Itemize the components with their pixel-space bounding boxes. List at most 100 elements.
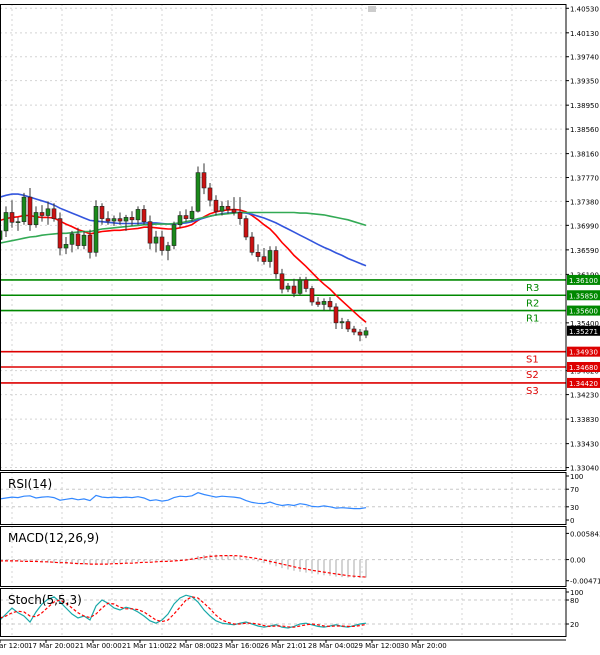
indicator-panels: RSI(14) 100 70 30 0 MACD(12,26,9) 0.005843 0.00… bbox=[0, 473, 600, 629]
indicator-line-3-1 bbox=[0, 594, 367, 629]
level-price-box bbox=[567, 290, 600, 301]
time-tick-label: 29 Mar 12:00 bbox=[354, 642, 401, 650]
candle-body bbox=[321, 301, 327, 305]
indicator-tick-label: 30 bbox=[570, 504, 579, 512]
candle-body bbox=[159, 236, 165, 251]
price-tick-label: 1.38160 bbox=[570, 151, 599, 159]
candle-body bbox=[351, 328, 357, 333]
candle-body bbox=[225, 206, 231, 210]
candle-body bbox=[291, 285, 297, 294]
level-price-label: 1.34680 bbox=[569, 364, 598, 372]
indicator-title: Stoch(5,5,3) bbox=[8, 593, 82, 607]
candle-body bbox=[153, 236, 159, 244]
candle-body bbox=[195, 172, 201, 212]
indicator-line-1-1 bbox=[0, 492, 367, 510]
level-name-s2: S2 bbox=[526, 370, 539, 381]
indicator-tick-label: 100 bbox=[570, 473, 583, 481]
indicator-panel-frame bbox=[0, 472, 567, 525]
candle-body bbox=[3, 212, 9, 232]
time-tick-label: 17 Mar 12:00 bbox=[0, 642, 29, 650]
level-name-r2: R2 bbox=[526, 298, 539, 309]
level-name-s3: S3 bbox=[526, 386, 539, 397]
candle-body bbox=[249, 236, 255, 253]
indicator-tick-label: 100 bbox=[570, 589, 583, 597]
candle-body bbox=[93, 206, 99, 253]
candle-body bbox=[339, 321, 345, 324]
candle-body bbox=[135, 209, 141, 221]
level-price-box bbox=[567, 274, 600, 285]
price-axis: 1.40530 1.40130 1.39740 1.39350 1.38950 1.385… bbox=[566, 5, 600, 473]
candle-body bbox=[45, 208, 51, 216]
candle-body bbox=[333, 306, 339, 324]
candle-body bbox=[189, 210, 195, 219]
time-tick-label: 28 Mar 04:00 bbox=[308, 642, 355, 650]
level-price-box bbox=[567, 361, 600, 372]
pivot-levels: R3 R2 R1 S1 S2 S3 bbox=[0, 279, 566, 397]
candle-body bbox=[171, 224, 177, 246]
level-price-label: 1.36100 bbox=[569, 277, 598, 285]
candle-body bbox=[111, 218, 117, 222]
current-price-label: 1.35271 bbox=[569, 328, 598, 336]
time-tick-label: 21 Mar 11:00 bbox=[122, 642, 169, 650]
level-price-label: 1.35600 bbox=[569, 308, 598, 316]
candle-body bbox=[363, 330, 369, 336]
candle-body bbox=[15, 221, 21, 223]
candle-body bbox=[297, 279, 303, 294]
level-price-box bbox=[567, 377, 600, 388]
candle-body bbox=[99, 206, 105, 219]
candle-body bbox=[87, 234, 93, 253]
candle-body bbox=[147, 221, 153, 244]
price-tick-label: 1.33040 bbox=[570, 465, 599, 473]
candle-body bbox=[219, 206, 225, 212]
time-tick-label: 17 Mar 20:00 bbox=[28, 642, 75, 650]
candle-body bbox=[261, 256, 267, 262]
price-tick-label: 1.36990 bbox=[570, 222, 599, 230]
candle-body bbox=[279, 273, 285, 290]
time-tick-label: 21 Mar 00:00 bbox=[75, 642, 122, 650]
candle-body bbox=[327, 301, 333, 308]
price-tick-label: 1.38560 bbox=[570, 126, 599, 134]
scroll-marker bbox=[368, 6, 376, 12]
panel-frames bbox=[0, 4, 567, 641]
candle-body bbox=[51, 208, 57, 219]
moving-average-2 bbox=[0, 193, 367, 267]
indicator-tick-label: 0.005843 bbox=[570, 530, 600, 538]
level-price-box bbox=[567, 346, 600, 357]
indicator-tick-label: 70 bbox=[570, 486, 579, 494]
candle-body bbox=[105, 218, 111, 222]
time-tick-label: 30 Mar 20:00 bbox=[400, 642, 447, 650]
indicator-tick-label: 80 bbox=[570, 597, 579, 605]
candle-body bbox=[243, 218, 249, 238]
main-panel-frame bbox=[0, 4, 567, 471]
candle-body bbox=[345, 321, 351, 330]
candle-body bbox=[69, 233, 75, 245]
indicator-tick-label: 0 bbox=[570, 517, 574, 525]
indicator-title: RSI(14) bbox=[8, 477, 52, 491]
candle-body bbox=[129, 217, 135, 221]
candle-body bbox=[75, 233, 81, 246]
candle-body bbox=[81, 234, 87, 246]
candlesticks bbox=[0, 163, 369, 342]
candle-body bbox=[39, 212, 45, 216]
candle-body bbox=[357, 331, 363, 336]
indicator-line-3-2 bbox=[0, 596, 367, 628]
indicator-tick-label: 20 bbox=[570, 621, 579, 629]
candle-body bbox=[303, 279, 309, 289]
candle-body bbox=[183, 215, 189, 219]
time-tick-label: 23 Mar 16:00 bbox=[214, 642, 261, 650]
level-name-s1: S1 bbox=[526, 355, 539, 366]
price-tick-label: 1.33430 bbox=[570, 441, 599, 449]
candle-body bbox=[123, 217, 129, 222]
candle-body bbox=[57, 218, 63, 249]
candle-body bbox=[213, 199, 219, 212]
candle-body bbox=[27, 196, 33, 226]
price-tick-label: 1.39350 bbox=[570, 78, 599, 86]
indicator-title: MACD(12,26,9) bbox=[8, 531, 99, 545]
candle-body bbox=[165, 245, 171, 251]
price-tick-label: 1.37380 bbox=[570, 198, 599, 206]
price-tick-label: 1.35400 bbox=[570, 320, 599, 328]
level-price-label: 1.34930 bbox=[569, 349, 598, 357]
candle-body bbox=[33, 212, 39, 226]
